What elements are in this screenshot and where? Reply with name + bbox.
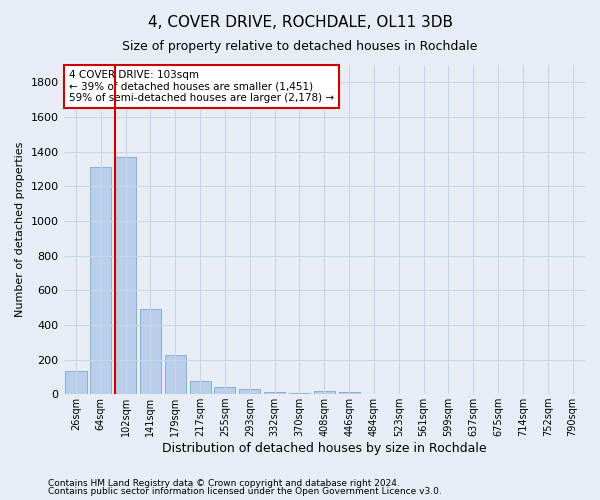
Bar (115, 157, 136, 394)
Text: Contains HM Land Registry data © Crown copyright and database right 2024.: Contains HM Land Registry data © Crown c… (48, 478, 400, 488)
Bar (140, 310, 161, 394)
Y-axis label: Number of detached properties: Number of detached properties (15, 142, 25, 318)
Bar (190, 381, 211, 394)
Text: 4 COVER DRIVE: 103sqm
← 39% of detached houses are smaller (1,451)
59% of semi-d: 4 COVER DRIVE: 103sqm ← 39% of detached … (69, 70, 334, 103)
Bar (338, 392, 359, 394)
Bar (214, 387, 235, 394)
Bar (264, 392, 285, 394)
Bar (165, 355, 186, 394)
Bar (314, 390, 335, 394)
Text: Size of property relative to detached houses in Rochdale: Size of property relative to detached ho… (122, 40, 478, 53)
Bar (239, 390, 260, 394)
Text: 4, COVER DRIVE, ROCHDALE, OL11 3DB: 4, COVER DRIVE, ROCHDALE, OL11 3DB (148, 15, 452, 30)
Bar (90, 167, 112, 394)
Text: Contains public sector information licensed under the Open Government Licence v3: Contains public sector information licen… (48, 487, 442, 496)
Bar (65, 371, 86, 394)
X-axis label: Distribution of detached houses by size in Rochdale: Distribution of detached houses by size … (162, 442, 487, 455)
